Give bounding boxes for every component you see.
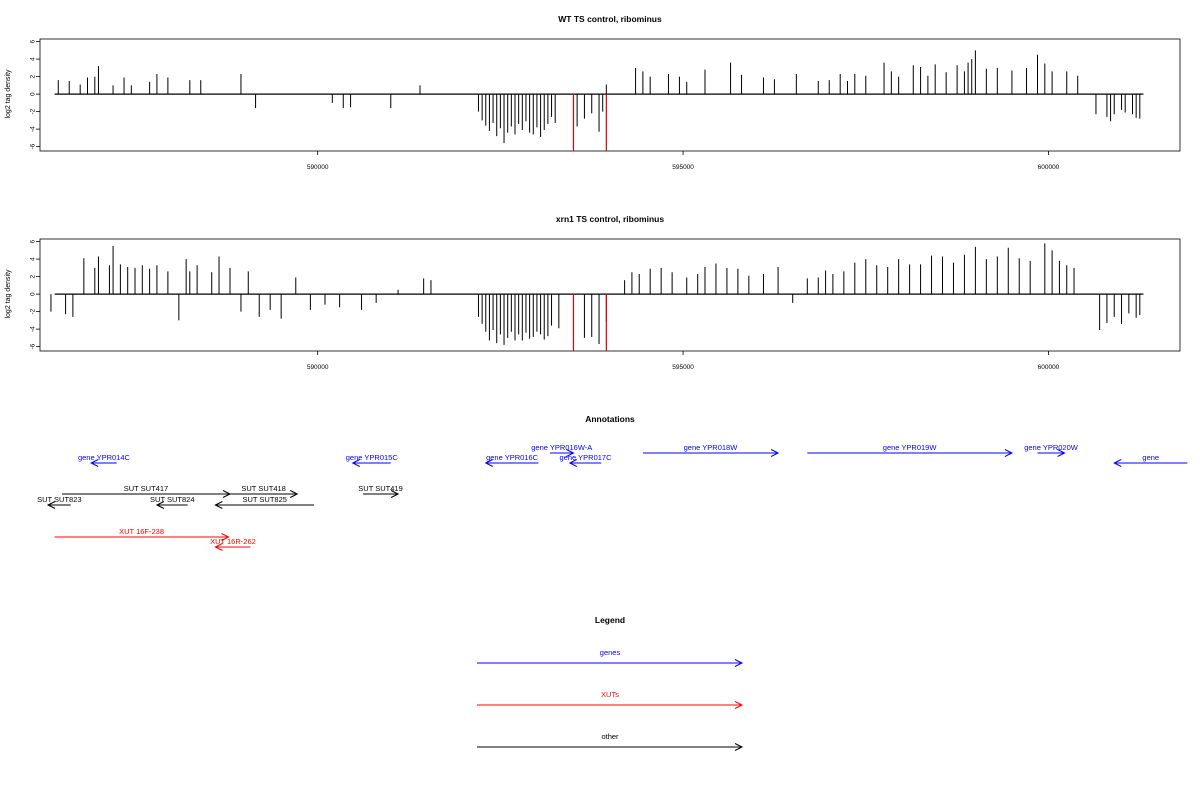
feature-label: SUT SUT825: [242, 495, 286, 504]
feature-label: SUT SUT824: [150, 495, 194, 504]
feature-label: XUT 16R-262: [210, 537, 256, 546]
annotations-title: Annotations: [585, 414, 635, 424]
y-tick-label: -2: [29, 308, 36, 314]
feature-arrow-arrowhead: [155, 501, 165, 509]
feature-arrow-arrowhead: [1004, 449, 1014, 457]
legend-label: genes: [600, 648, 621, 657]
feature-arrow-arrowhead: [770, 449, 780, 457]
annotations-panel: Annotations gene YPR014C gene YPR015C gene…: [37, 414, 1188, 551]
feature-arrow-arrowhead: [221, 533, 230, 541]
feature-arrow-arrowhead: [566, 449, 575, 457]
wt-panel-title: WT TS control, ribominus: [558, 14, 662, 24]
y-tick-label: 0: [29, 92, 36, 96]
feature-label: gene: [1142, 453, 1159, 462]
y-tick-label: -4: [29, 326, 36, 332]
feature-arrow-arrowhead: [1113, 459, 1122, 467]
wt-density-panel: WT TS control, ribominus log2 tag densit…: [5, 14, 1181, 171]
feature-arrow-arrowhead: [214, 501, 223, 509]
y-tick-label: -2: [29, 108, 36, 114]
legend-title: Legend: [595, 615, 625, 625]
feature-label: gene YPR016W-A: [531, 443, 592, 452]
legend-arrow-arrowhead: [734, 659, 744, 667]
xrn1-y-axis-label: log2 tag density: [5, 269, 12, 319]
feature-arrow-arrowhead: [568, 459, 578, 467]
feature-label: gene YPR019W: [883, 443, 938, 452]
y-tick-label: 2: [29, 274, 36, 278]
plot-frame: [39, 38, 1181, 152]
feature-arrow-arrowhead: [90, 459, 99, 467]
feature-arrow-arrowhead: [214, 543, 223, 551]
feature-label: SUT SUT823: [37, 495, 81, 504]
legend-label: other: [601, 732, 619, 741]
y-tick-label: 4: [29, 57, 36, 61]
feature-label: gene YPR020W: [1024, 443, 1079, 452]
feature-label: SUT SUT419: [358, 484, 402, 493]
feature-label: XUT 16F-238: [119, 527, 164, 536]
wt-y-axis-label: log2 tag density: [5, 69, 12, 119]
x-tick-label: 590000: [307, 164, 329, 171]
x-tick-label: 600000: [1038, 164, 1060, 171]
feature-label: SUT SUT417: [124, 484, 168, 493]
feature-arrow-arrowhead: [290, 490, 299, 498]
y-tick-label: 6: [29, 239, 36, 243]
y-tick-label: -4: [29, 126, 36, 132]
feature-arrow-arrowhead: [1057, 449, 1066, 457]
y-tick-label: 4: [29, 257, 36, 261]
x-tick-label: 590000: [307, 364, 329, 371]
legend-label: XUTs: [601, 690, 619, 699]
feature-label: gene YPR015C: [346, 453, 399, 462]
plot-frame: [39, 238, 1181, 352]
xrn1-density-panel: xrn1 TS control, ribominus log2 tag dens…: [5, 214, 1181, 371]
y-tick-label: -6: [29, 343, 36, 349]
feature-label: gene YPR018W: [684, 443, 739, 452]
legend-arrow-arrowhead: [734, 701, 744, 709]
y-tick-label: -6: [29, 143, 36, 149]
x-tick-label: 595000: [672, 364, 694, 371]
feature-arrow-arrowhead: [46, 501, 56, 509]
legend-panel: Legend genes XUTs other: [477, 615, 744, 751]
feature-label: gene YPR017C: [560, 453, 613, 462]
feature-label: SUT SUT418: [241, 484, 285, 493]
feature-arrow-arrowhead: [351, 459, 360, 467]
y-tick-label: 0: [29, 292, 36, 296]
feature-arrow-arrowhead: [484, 459, 493, 467]
x-tick-label: 595000: [672, 164, 694, 171]
x-tick-label: 600000: [1038, 364, 1060, 371]
y-tick-label: 6: [29, 39, 36, 43]
xrn1-panel-title: xrn1 TS control, ribominus: [556, 214, 664, 224]
feature-label: gene YPR014C: [78, 453, 131, 462]
feature-label: gene YPR016C: [486, 453, 539, 462]
y-tick-label: 2: [29, 74, 36, 78]
feature-arrow-arrowhead: [390, 490, 400, 498]
legend-arrow-arrowhead: [734, 743, 744, 751]
